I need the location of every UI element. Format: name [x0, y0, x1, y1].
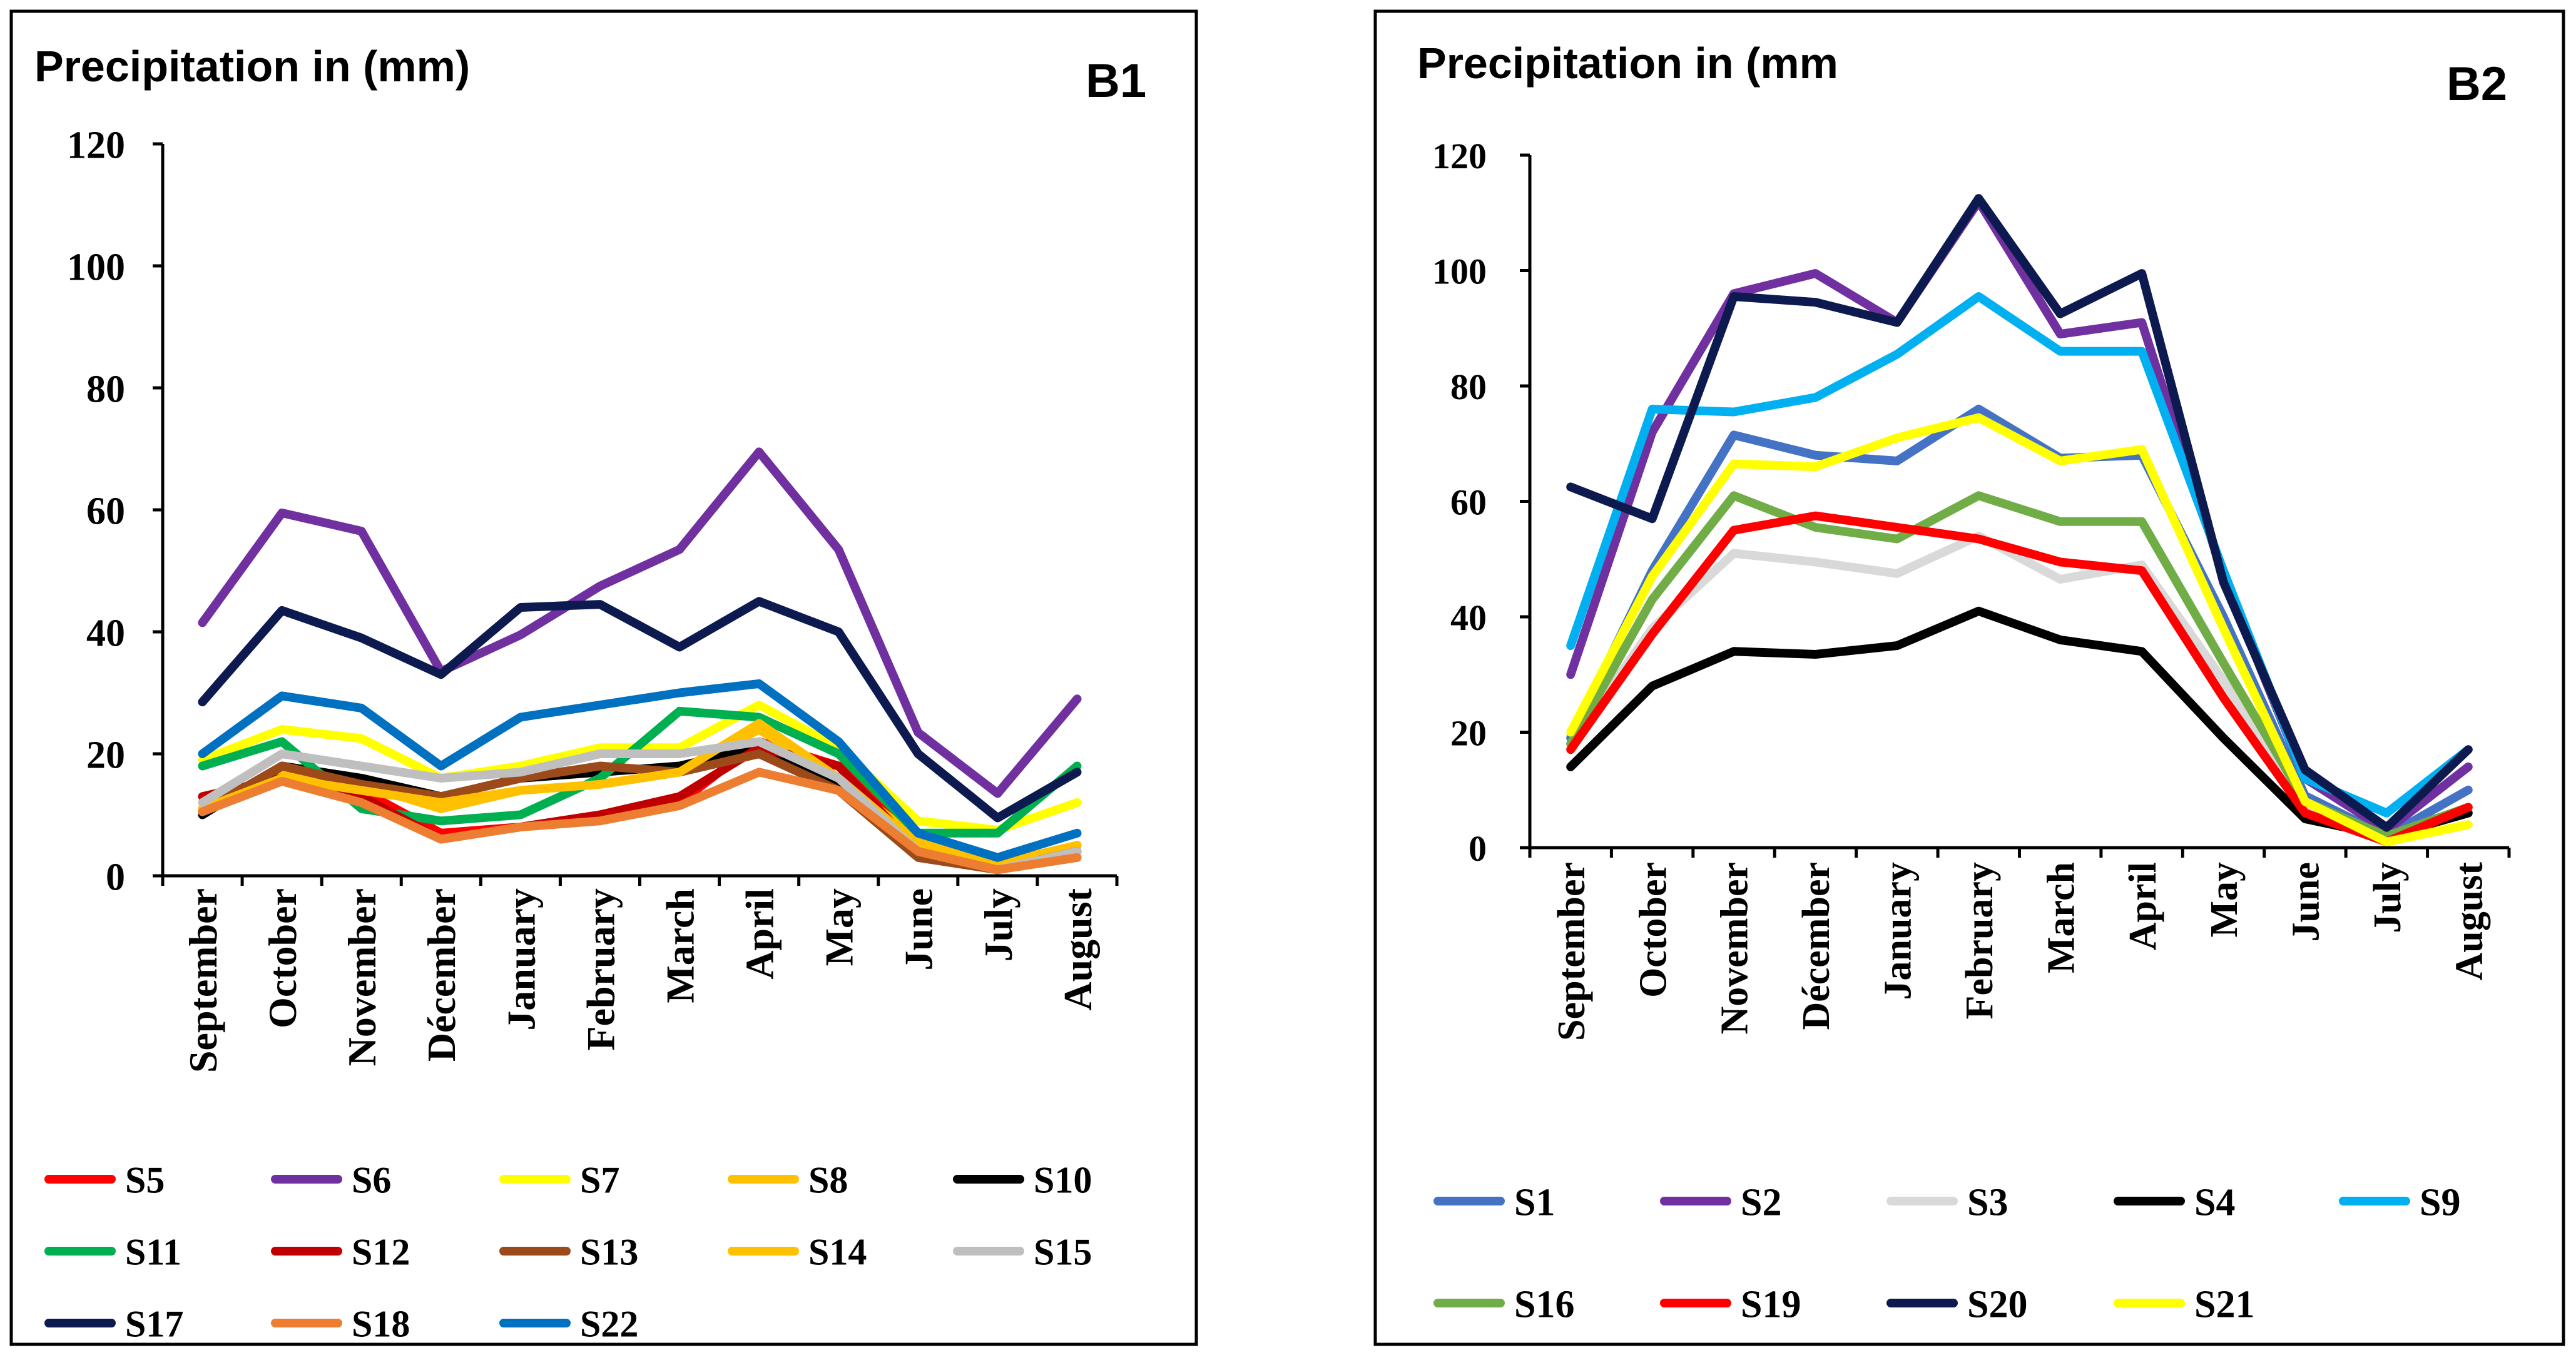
chart-2-series-line-s21	[1566, 413, 2473, 846]
chart-2-series-line-s19	[1566, 511, 2473, 846]
chart-2-x-tick-label: Décember	[1795, 862, 1838, 1030]
chart-2-y-tick-label: 40	[1450, 597, 1487, 638]
chart-2-x-tick-label: June	[2285, 862, 2328, 941]
chart-2-x-tick-label: November	[1714, 862, 1756, 1034]
chart-1-y-tick-label: 80	[86, 368, 125, 410]
chart-1-y-tick-label: 60	[86, 490, 125, 532]
chart-1-x-tick-label: February	[578, 888, 623, 1051]
chart-1-y-tick-label: 100	[67, 246, 125, 288]
chart-2-x-tick-label: March	[2040, 862, 2082, 973]
chart-1-panel-label: B1	[1086, 54, 1146, 108]
chart-1-x-tick-label: June	[897, 888, 941, 971]
chart-2-y-tick-label: 60	[1450, 482, 1487, 522]
chart-1-x-tick-label: August	[1056, 888, 1100, 1010]
chart-1-title: Precipitation in (mm)	[34, 42, 470, 91]
chart-1-legend-label-s7: S7	[580, 1160, 619, 1201]
chart-2-series-line-s20	[1566, 194, 2473, 832]
chart-2-x-tick-label: July	[2366, 862, 2409, 933]
chart-1-y-tick-label: 40	[86, 612, 125, 654]
chart-2-legend-label-s1: S1	[1514, 1181, 1555, 1224]
chart-2-legend-label-s2: S2	[1741, 1181, 1781, 1224]
chart-2-x-tick-label: January	[1877, 862, 1920, 1000]
chart-1-x-tick-label: May	[817, 888, 862, 966]
chart-1-legend-label-s15: S15	[1034, 1232, 1092, 1273]
chart-1-series-line-s13	[198, 749, 1082, 875]
chart-1-y-tick-label: 20	[86, 734, 125, 776]
chart-1-x-tick-label: April	[738, 888, 782, 980]
chart-1-legend-label-s11: S11	[125, 1232, 181, 1273]
chart-1-series-line-s18	[198, 768, 1082, 875]
chart-2-panel-label: B2	[2446, 58, 2507, 111]
chart-1-y-tick-label: 0	[106, 856, 125, 898]
chart-2-y-tick-label: 0	[1469, 828, 1487, 869]
chart-2-x-tick-label: May	[2203, 862, 2246, 938]
chart-2-y-tick-label: 80	[1450, 367, 1487, 407]
chart-2-y-tick-label: 20	[1450, 713, 1487, 753]
chart-1-legend-label-s13: S13	[580, 1232, 638, 1273]
chart-1-legend-label-s18: S18	[352, 1304, 410, 1345]
chart-2-x-tick-label: February	[1958, 862, 2001, 1019]
chart-2-legend-label-s9: S9	[2420, 1181, 2460, 1224]
chart-2-legend-label-s19: S19	[1741, 1283, 1801, 1326]
chart-1-legend-label-s12: S12	[352, 1232, 410, 1273]
chart-1-series-line-s17	[198, 597, 1082, 823]
chart-1-x-tick-label: January	[499, 888, 543, 1031]
chart-1-series-line-s6	[198, 447, 1082, 798]
chart-2-x-tick-label: April	[2122, 862, 2164, 950]
chart-2-x-tick-label: September	[1550, 862, 1593, 1041]
chart-2-legend-label-s3: S3	[1967, 1181, 2008, 1224]
chart-2-legend-label-s4: S4	[2194, 1181, 2235, 1224]
chart-1-series-line-s22	[198, 679, 1082, 862]
chart-1-y-tick-label: 120	[67, 124, 125, 166]
chart-2-y-tick-label: 120	[1432, 136, 1487, 176]
chart-1-legend-label-s14: S14	[808, 1232, 867, 1273]
chart-2-title: Precipitation in (mm	[1417, 39, 1838, 88]
chart-2-legend-label-s21: S21	[2194, 1283, 2254, 1326]
chart-1-legend-label-s5: S5	[125, 1160, 165, 1201]
chart-1-legend-label-s10: S10	[1034, 1160, 1092, 1201]
chart-1-legend-label-s22: S22	[580, 1304, 638, 1345]
chart-1-x-tick-label: November	[340, 888, 384, 1066]
chart-1-legend-label-s17: S17	[125, 1304, 183, 1345]
chart-2-x-tick-label: August	[2448, 862, 2490, 981]
chart-2-series-line-s1	[1566, 404, 2473, 841]
chart-2-y-tick-label: 100	[1432, 251, 1487, 292]
chart-1-x-tick-label: Décember	[419, 888, 464, 1062]
chart-1-x-tick-label: July	[976, 888, 1021, 962]
chart-1-series-line-s14	[198, 719, 1082, 868]
chart-1-legend-label-s8: S8	[808, 1160, 848, 1201]
chart-2-x-tick-label: October	[1632, 862, 1674, 998]
chart-1-x-tick-label: March	[658, 888, 702, 1003]
chart-2-legend-label-s16: S16	[1514, 1283, 1574, 1326]
chart-1-x-tick-label: October	[260, 888, 305, 1028]
chart-1-x-tick-label: September	[181, 888, 225, 1073]
chart-2-legend-label-s20: S20	[1967, 1283, 2027, 1326]
chart-1-legend-label-s6: S6	[352, 1160, 391, 1201]
chart-1-panel-frame	[9, 9, 1198, 1346]
